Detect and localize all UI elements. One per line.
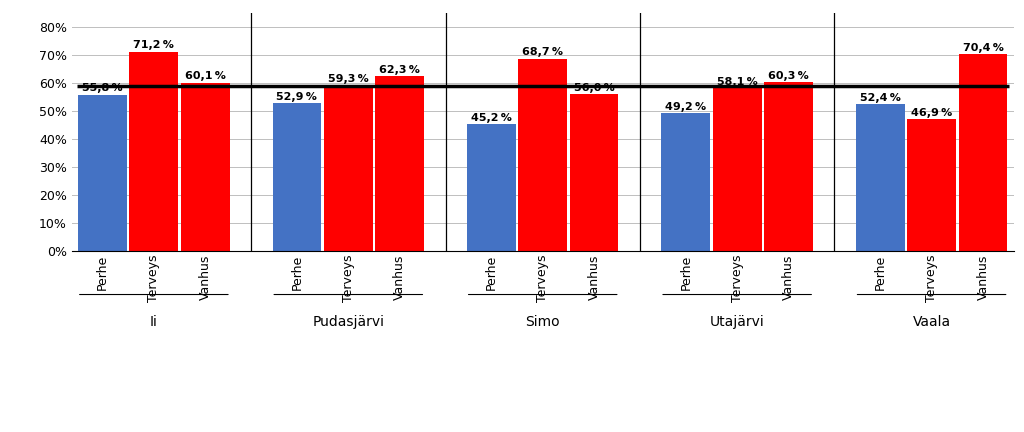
Bar — [713, 88, 762, 251]
Bar — [78, 95, 127, 251]
Bar — [375, 76, 424, 251]
Bar — [958, 54, 1008, 251]
Text: 71,2 %: 71,2 % — [133, 41, 174, 51]
Bar — [856, 104, 904, 251]
Bar — [272, 103, 322, 251]
Text: 52,9 %: 52,9 % — [276, 92, 317, 102]
Text: Utajärvi: Utajärvi — [710, 315, 765, 329]
Text: 58,1 %: 58,1 % — [717, 77, 758, 87]
Text: Pudasjärvi: Pudasjärvi — [312, 315, 384, 329]
Bar — [181, 83, 229, 251]
Text: 45,2 %: 45,2 % — [471, 113, 512, 123]
Bar — [324, 85, 373, 251]
Text: 60,3 %: 60,3 % — [768, 71, 809, 81]
Text: 46,9 %: 46,9 % — [911, 108, 952, 118]
Text: 62,3 %: 62,3 % — [379, 65, 420, 75]
Bar — [467, 124, 516, 251]
Bar — [764, 82, 813, 251]
Bar — [569, 94, 618, 251]
Text: 68,7 %: 68,7 % — [522, 48, 563, 57]
Text: 52,4 %: 52,4 % — [860, 93, 901, 103]
Text: 49,2 %: 49,2 % — [666, 102, 707, 112]
Text: 55,8 %: 55,8 % — [82, 83, 123, 93]
Bar — [662, 113, 711, 251]
Bar — [907, 120, 956, 251]
Text: 70,4 %: 70,4 % — [963, 43, 1004, 53]
Text: 59,3 %: 59,3 % — [328, 74, 369, 84]
Bar — [129, 51, 178, 251]
Text: Vaala: Vaala — [912, 315, 950, 329]
Text: 56,0 %: 56,0 % — [573, 83, 614, 93]
Text: 60,1 %: 60,1 % — [184, 71, 225, 82]
Text: Ii: Ii — [150, 315, 158, 329]
Text: Simo: Simo — [525, 315, 560, 329]
Bar — [518, 58, 567, 251]
